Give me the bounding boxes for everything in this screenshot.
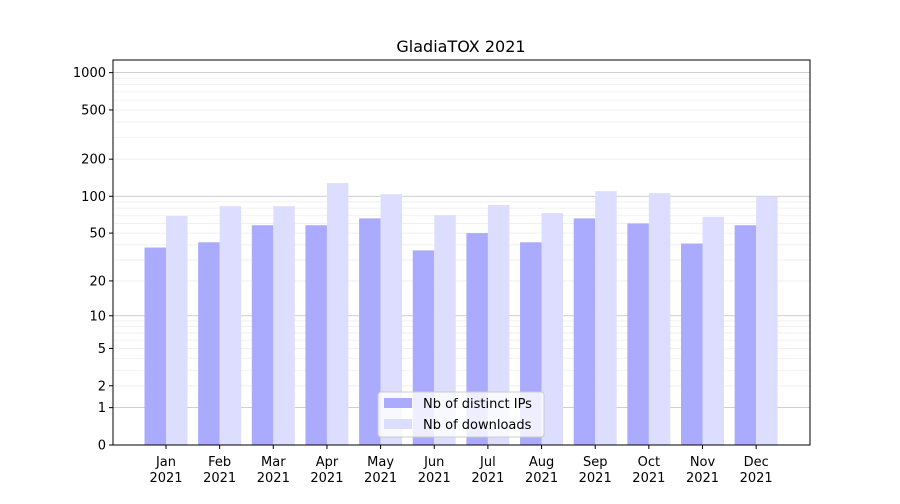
bar-downloads: [541, 213, 564, 445]
bar-distinct-ips: [681, 243, 703, 445]
y-tick-label: 200: [81, 153, 106, 168]
x-tick-label: Jul: [479, 455, 496, 470]
x-tick-label: 2021: [471, 471, 504, 486]
y-tick-label: 500: [81, 103, 106, 118]
x-tick-label: Sep: [583, 455, 608, 470]
bar-downloads: [166, 216, 188, 445]
x-tick-label: 2021: [203, 471, 236, 486]
bar-downloads: [219, 206, 242, 445]
x-tick-label: 2021: [740, 471, 773, 486]
x-tick-label: 2021: [310, 471, 343, 486]
bar-downloads: [595, 191, 617, 445]
legend-swatch-ips: [384, 398, 412, 408]
x-tick-label: 2021: [579, 471, 612, 486]
y-tick-label: 0: [98, 439, 106, 454]
bar-downloads: [380, 194, 403, 445]
bar-downloads: [434, 215, 456, 445]
x-tick-label: Mar: [261, 455, 286, 470]
bar-distinct-ips: [198, 242, 220, 445]
y-tick-label: 5: [98, 342, 106, 357]
x-axis: Jan2021Feb2021Mar2021Apr2021May2021Jun20…: [149, 445, 773, 486]
x-tick-label: 2021: [686, 471, 719, 486]
x-tick-label: May: [367, 455, 394, 470]
x-tick-label: Jan: [155, 455, 176, 470]
x-tick-label: 2021: [364, 471, 397, 486]
x-tick-label: 2021: [632, 471, 665, 486]
y-tick-label: 50: [89, 227, 106, 242]
chart-title: GladiaTOX 2021: [396, 37, 525, 56]
bar-distinct-ips: [359, 218, 381, 445]
x-tick-label: Dec: [744, 455, 769, 470]
bar-downloads: [487, 204, 510, 445]
bar-distinct-ips: [251, 225, 274, 445]
y-tick-label: 1000: [73, 66, 106, 81]
x-tick-label: Aug: [529, 455, 554, 470]
plot-frame: [112, 59, 811, 446]
y-tick-label: 2: [98, 379, 106, 394]
x-tick-label: 2021: [149, 471, 182, 486]
bar-downloads: [756, 196, 778, 445]
legend: Nb of distinct IPs Nb of downloads: [377, 391, 545, 438]
legend-label-ips: Nb of distinct IPs: [423, 397, 532, 412]
x-tick-label: Jun: [423, 455, 444, 470]
x-tick-label: Apr: [316, 455, 339, 470]
x-tick-label: 2021: [525, 471, 558, 486]
x-tick-label: 2021: [418, 471, 451, 486]
legend-swatch-downloads: [384, 419, 412, 429]
x-tick-label: Feb: [208, 455, 231, 470]
bars: [144, 183, 778, 446]
legend-box: [377, 391, 545, 438]
bar-distinct-ips: [627, 223, 649, 445]
bar-downloads: [326, 183, 349, 446]
x-tick-label: 2021: [257, 471, 290, 486]
bar-distinct-ips: [734, 225, 757, 445]
y-tick-label: 1: [98, 401, 106, 416]
y-tick-label: 20: [89, 274, 106, 289]
x-tick-label: Nov: [690, 455, 716, 470]
y-axis: 0 1 2 5 10 20 50 100 200 500 1000: [73, 66, 113, 454]
y-tick-label: 10: [89, 309, 106, 324]
bar-distinct-ips: [573, 218, 596, 445]
bar-distinct-ips: [144, 247, 166, 445]
bar-downloads: [273, 206, 295, 445]
bar-downloads: [702, 216, 724, 445]
y-tick-label: 100: [81, 190, 106, 205]
x-tick-label: Oct: [638, 455, 660, 470]
legend-label-downloads: Nb of downloads: [423, 418, 532, 433]
bar-distinct-ips: [305, 225, 327, 445]
bar-downloads: [648, 193, 671, 445]
